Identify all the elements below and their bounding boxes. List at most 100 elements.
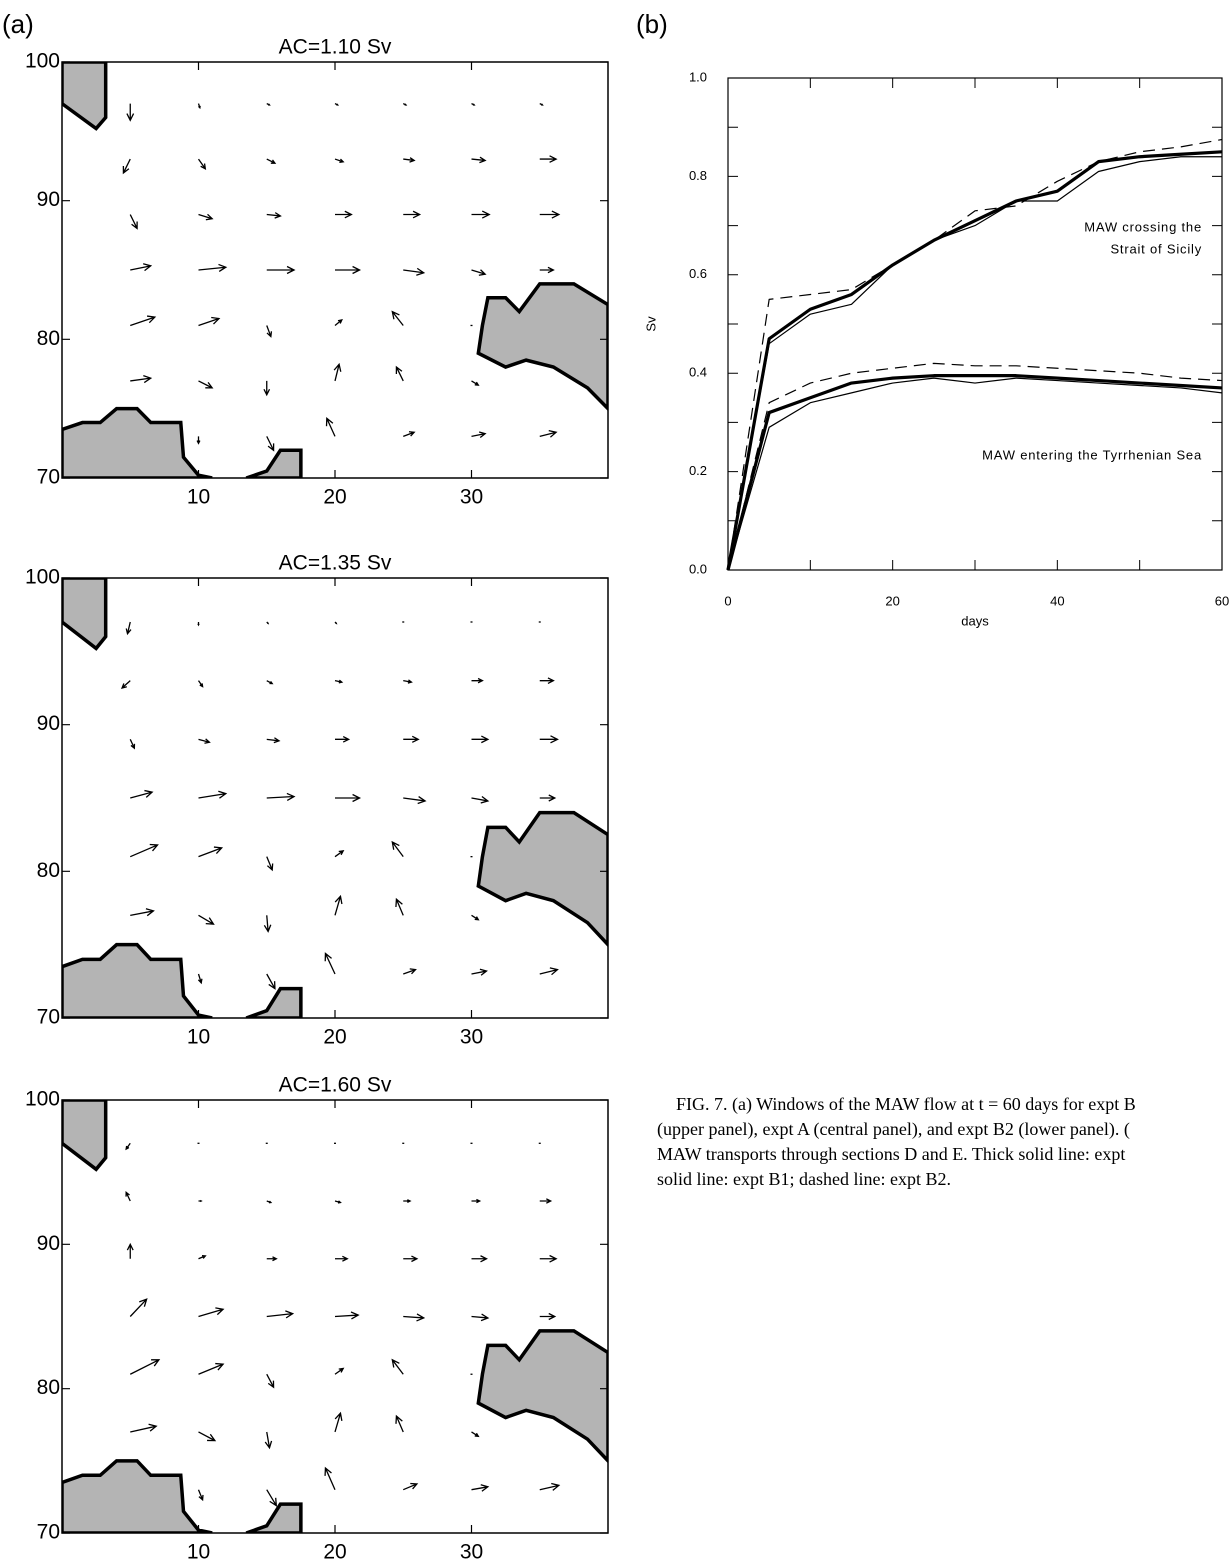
panel-label: (b) [636,9,668,39]
flow-arrow [266,212,282,219]
panel-label: (a) [2,9,34,39]
flow-arrow [266,856,274,872]
series-line [726,374,1223,571]
flow-arrow [129,843,159,858]
flow-arrow [130,789,154,799]
flow-arrow [391,1358,404,1375]
caption-line: (upper panel), expt A (central panel), a… [657,1119,1130,1140]
flow-arrow [197,1489,204,1502]
flow-arrow [395,897,404,916]
flow-arrow [334,1200,342,1204]
flow-arrow [403,735,420,743]
flow-arrow [125,621,132,636]
flow-arrow [264,1431,273,1450]
flow-arrow [471,1431,480,1438]
flow-arrow [335,1255,349,1262]
flow-arrow [403,210,422,219]
y-tick-label: 0.8 [689,168,707,183]
flow-arrow [130,315,157,327]
flow-arrow [125,1142,131,1151]
x-tick-label: 10 [187,1026,210,1049]
x-tick-label: 20 [885,593,899,608]
flow-arrow [266,1256,278,1262]
flow-arrow [403,1255,419,1263]
flow-arrow [539,103,544,106]
flow-arrow [471,735,490,744]
flow-arrow [198,380,214,389]
flow-arrow [539,1482,561,1491]
flow-arrow [198,846,224,858]
panel-title: AC=1.35 Sv [279,552,392,575]
flow-arrow [197,680,204,688]
flow-arrow [334,1411,343,1433]
flow-arrow [130,263,153,272]
flow-arrow [403,157,416,163]
y-tick-label: 70 [37,1521,60,1544]
flow-arrow [333,362,342,382]
flow-arrow [196,436,201,445]
y-tick-label: 100 [25,566,60,589]
flow-arrow [403,968,417,975]
flow-arrow [335,210,353,219]
flow-arrow [471,103,476,106]
flow-arrow [334,621,338,625]
flow-arrow [402,103,408,106]
x-tick-label: 30 [460,1026,483,1049]
flow-arrow [403,431,416,438]
annotation: MAW entering the Tyrrhenian Sea [982,447,1202,462]
flow-arrow [129,1298,148,1317]
flow-arrow [266,158,277,164]
x-axis-label: days [961,613,989,628]
flow-arrow [335,736,351,743]
flow-arrow [471,1255,488,1263]
x-tick-label: 0 [724,593,731,608]
panel-title: AC=1.60 Sv [279,1074,392,1097]
flow-arrow [120,680,131,689]
flow-arrow [263,915,272,933]
flow-arrow [198,1307,225,1318]
flow-arrow [335,793,362,803]
flow-arrow [125,1191,131,1202]
y-axis-label: Sv [643,316,658,332]
flow-arrow [471,431,487,438]
flow-arrow [129,1359,161,1375]
flow-arrow [130,375,153,384]
y-tick-label: 0.0 [689,561,707,576]
y-tick-label: 90 [37,712,60,735]
y-tick-label: 90 [37,188,60,211]
caption: FIG. 7. (a) Windows of the MAW flow at t… [657,1094,1136,1189]
flow-arrow [198,914,215,925]
y-tick-label: 100 [25,50,60,73]
flow-arrow [539,155,558,163]
flow-arrow [471,914,480,921]
flow-arrow [403,679,413,684]
flow-arrow [403,267,426,276]
flow-arrow [266,973,276,990]
flow-arrow [334,679,344,684]
y-tick-label: 100 [25,1088,60,1111]
flow-arrow [403,1199,412,1203]
flow-arrow [266,103,271,106]
flow-arrow [334,319,343,326]
flow-arrow [130,908,155,917]
flow-arrow [391,840,404,858]
flow-arrow [539,1198,553,1204]
flow-arrow [266,1200,273,1204]
y-tick-label: 0.4 [689,365,707,380]
flow-arrow [539,967,559,976]
flow-arrow [198,263,228,272]
y-tick-label: 70 [37,466,60,489]
panel-title: AC=1.10 Sv [279,36,392,59]
flow-arrow [198,1255,207,1260]
flow-arrow [198,738,211,744]
flow-arrow [197,622,200,627]
series-line [727,377,1223,571]
plot-frame [727,77,1223,571]
flow-arrow [471,1198,482,1204]
flow-arrow [539,735,559,744]
y-tick-label: 70 [37,1006,60,1029]
y-tick-label: 0.6 [689,266,707,281]
flow-arrow [471,156,487,164]
flow-arrow [266,1310,295,1319]
